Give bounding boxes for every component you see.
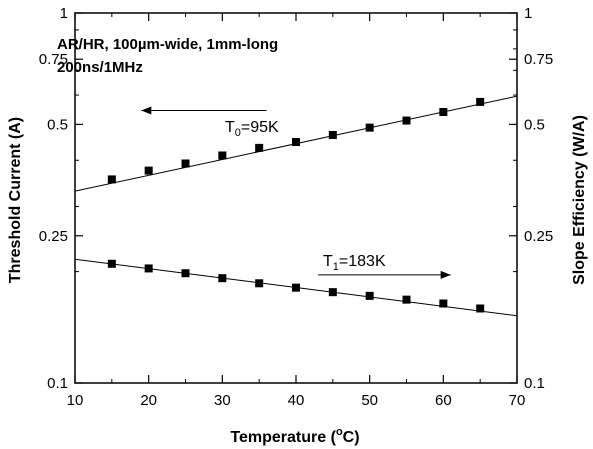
data-point [402, 295, 411, 304]
data-point [292, 138, 300, 147]
data-point [255, 143, 264, 152]
x-tick-label: 50 [361, 392, 378, 409]
y-tick-label-right: 0.25 [524, 228, 553, 245]
y-tick-label-left: 1 [60, 5, 68, 22]
data-point [476, 304, 485, 313]
data-series [74, 95, 518, 317]
data-point [107, 175, 116, 184]
y-tick-label-left: 0.25 [39, 228, 68, 245]
y-tick-label-left: 0.1 [47, 375, 68, 392]
data-point [218, 274, 227, 283]
t0-label: T0=95K [225, 119, 279, 139]
x-axis-label: Temperature (oC) [230, 426, 359, 446]
data-point [218, 151, 227, 160]
tick-marks [74, 12, 518, 384]
data-point [181, 269, 190, 278]
x-axis-label-main: Temperature ( [230, 429, 336, 446]
tick-labels: 10 20 30 40 50 60 700.1 0.10.25 0.250.5 0.50.75 0.… [39, 5, 553, 409]
series-1 [74, 95, 518, 192]
x-axis-label-sup: o [336, 426, 343, 438]
y-tick-label-left: 0.5 [47, 116, 68, 133]
t0-prefix: T [225, 119, 235, 136]
t1-suffix: =183K [339, 253, 386, 270]
arrow-head [440, 270, 451, 279]
x-tick-label: 20 [140, 392, 157, 409]
x-tick-label: 40 [288, 392, 305, 409]
y-tick-label-left: 0.75 [39, 51, 68, 68]
arrow-2 [318, 270, 451, 279]
data-point [181, 159, 190, 168]
t0-suffix: =95K [241, 119, 279, 136]
data-point [107, 259, 116, 268]
data-point [365, 123, 374, 132]
series-2 [74, 258, 518, 317]
t0-sub: 0 [235, 127, 241, 139]
data-point [476, 97, 485, 106]
data-point [292, 283, 300, 292]
arrow-head [141, 106, 152, 115]
y-tick-label-right: 0.5 [524, 116, 545, 133]
arrow-1 [141, 106, 267, 115]
data-point [144, 166, 153, 175]
x-tick-label: 10 [67, 392, 84, 409]
data-point [328, 131, 337, 140]
annotation-line-2: 200ns/1MHz [57, 59, 143, 76]
x-tick-label: 60 [435, 392, 452, 409]
t1-prefix: T [323, 253, 333, 270]
y-axis-label-right: Slope Efficiency (W/A) [571, 115, 588, 285]
y-tick-label-right: 0.1 [524, 375, 545, 392]
t1-sub: 1 [333, 261, 339, 273]
x-tick-label: 70 [509, 392, 526, 409]
data-point [365, 291, 374, 300]
data-point [402, 116, 411, 125]
annotation-line-1: AR/HR, 100µm-wide, 1mm-long [57, 36, 278, 53]
y-tick-label-right: 1 [524, 5, 532, 22]
y-axis-label-left: Threshold Current (A) [7, 117, 24, 283]
x-tick-label: 30 [214, 392, 231, 409]
data-point [439, 299, 448, 308]
data-point [255, 279, 264, 288]
y-tick-label-right: 0.75 [524, 51, 553, 68]
data-point [328, 288, 337, 297]
annotation-arrows [141, 106, 451, 279]
data-point [439, 108, 448, 117]
data-point [144, 264, 153, 273]
t1-label: T1=183K [323, 253, 386, 273]
x-axis-label-tail: C) [343, 429, 360, 446]
